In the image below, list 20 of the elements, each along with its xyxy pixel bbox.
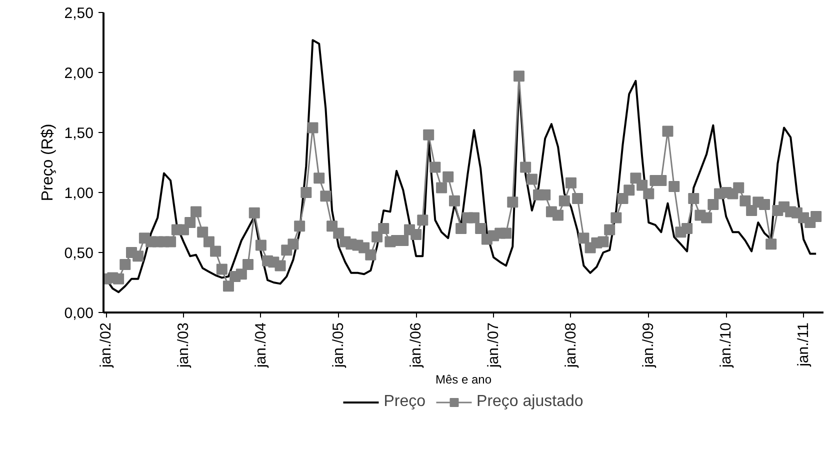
y-tick-label: 0,50 <box>64 245 94 262</box>
y-tick-label: 2,00 <box>64 65 94 82</box>
y-tick-label: 2,50 <box>64 5 94 22</box>
x-tick-label: jan./04 <box>252 322 270 369</box>
legend-label: Preço ajustado <box>476 393 584 411</box>
x-tick-label: jan./05 <box>330 322 348 369</box>
x-tick-label: jan./11 <box>795 322 812 368</box>
x-tick-label: jan./07 <box>485 322 502 369</box>
x-tick-label: jan./06 <box>408 322 425 369</box>
y-axis-title: Preço (R$) <box>39 124 56 202</box>
x-axis-title: Mês e ano <box>435 372 492 387</box>
x-tick-label: jan./08 <box>562 322 580 369</box>
y-tick-label: 0,00 <box>64 305 94 322</box>
legend-label: Preço <box>384 393 426 411</box>
y-tick-label: 1,50 <box>64 125 94 142</box>
x-tick-label: jan./03 <box>175 322 192 369</box>
x-tick-label: jan./02 <box>98 322 115 369</box>
x-tick-label: jan./09 <box>640 322 658 369</box>
y-tick-label: 1,00 <box>64 185 94 202</box>
x-tick-label: jan./10 <box>718 322 735 369</box>
